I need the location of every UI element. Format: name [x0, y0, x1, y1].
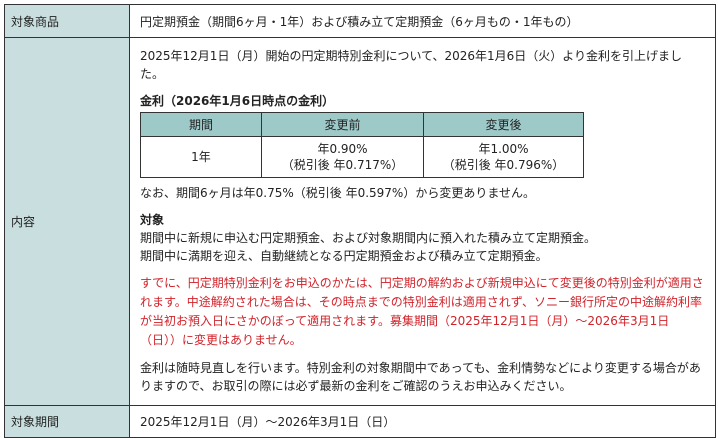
before-rate: 年0.90% [317, 142, 368, 156]
row-period: 対象期間 2025年12月1日（月）～2026年3月1日（日） [4, 405, 716, 438]
before-net: （税引後 年0.717%） [281, 158, 404, 172]
target-line-1: 期間中に新規に申込む円定期預金、および対象期間内に預入れた積み立て定期預金。 [140, 231, 597, 245]
rate-table-row: 1年 年0.90% （税引後 年0.717%） 年1.00% （税引後 年0.796… [140, 136, 584, 178]
content-label: 内容 [4, 37, 130, 406]
intro-text: 2025年12月1日（月）開始の円定期特別金利について、2026年1月6日（火）… [140, 49, 683, 81]
content-value: 2025年12月1日（月）開始の円定期特別金利について、2026年1月6日（火）… [129, 37, 716, 406]
after-net: （税引後 年0.796%） [442, 158, 565, 172]
cell-after: 年1.00% （税引後 年0.796%） [423, 136, 584, 178]
rate-table: 期間 変更前 変更後 1年 年0.90% （税引後 年0.717%） 年1.00%… [140, 112, 584, 178]
cell-before: 年0.90% （税引後 年0.717%） [261, 136, 424, 178]
row-content: 内容 2025年12月1日（月）開始の円定期特別金利について、2026年1月6日… [4, 37, 716, 406]
product-value: 円定期預金（期間6ヶ月・1年）および積み立て定期預金（6ヶ月もの・1年もの） [129, 4, 716, 38]
after-rate: 年1.00% [478, 142, 529, 156]
target-line-2: 期間中に満期を迎え、自動継続となる円定期預金および積み立て定期預金。 [140, 249, 548, 263]
cell-term: 1年 [140, 136, 262, 178]
rate-heading: 金利（2026年1月6日時点の金利） [140, 94, 335, 108]
target-heading: 対象 [140, 213, 165, 227]
row-product: 対象商品 円定期預金（期間6ヶ月・1年）および積み立て定期預金（6ヶ月もの・1年… [4, 4, 716, 38]
product-label: 対象商品 [4, 4, 130, 38]
warning-text: すでに、円定期特別金利をお申込のかたは、円定期の解約および新規申込にて変更後の特… [140, 276, 704, 347]
period-label: 対象期間 [4, 405, 130, 438]
period-value: 2025年12月1日（月）～2026年3月1日（日） [129, 405, 716, 438]
disclaimer-text: 金利は随時見直しを行います。特別金利の対象期間中であっても、金利情勢などにより変… [140, 361, 701, 393]
rate-table-header: 期間 変更前 変更後 [140, 112, 584, 137]
campaign-info-table: 対象商品 円定期預金（期間6ヶ月・1年）および積み立て定期預金（6ヶ月もの・1年… [4, 4, 716, 438]
header-after: 変更後 [423, 112, 584, 137]
header-term: 期間 [140, 112, 262, 137]
header-before: 変更前 [261, 112, 424, 137]
note-6month: なお、期間6ヶ月は年0.75%（税引後 年0.597%）から変更ありません。 [140, 186, 535, 200]
